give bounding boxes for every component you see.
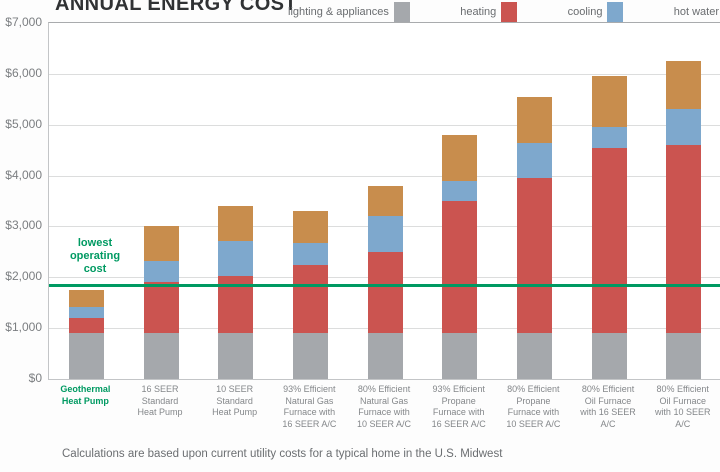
- bar-segment-hot-water: [516, 96, 552, 143]
- bar-column: [348, 23, 423, 379]
- lowest-cost-line: [49, 283, 720, 287]
- legend-item-hot-water: hot water: [674, 2, 720, 22]
- stacked-bar: [591, 76, 627, 379]
- bar-segment-lighting-appliances: [218, 333, 254, 379]
- caption: Calculations are based upon current util…: [62, 448, 503, 460]
- bar-column: [572, 23, 647, 379]
- x-category-label: 80% Efficient Oil Furnace with 10 SEER A…: [654, 384, 711, 429]
- bar-segment-cooling: [68, 306, 104, 318]
- bar-column: [646, 23, 720, 379]
- stacked-bar: [367, 185, 403, 379]
- x-category-label: 93% Efficient Propane Furnace with 16 SE…: [431, 384, 486, 429]
- gridline: [49, 73, 720, 75]
- x-category-label: Geothermal Heat Pump: [60, 384, 111, 406]
- gridline: [49, 124, 720, 126]
- bar-segment-hot-water: [68, 289, 104, 307]
- bar-column: [49, 23, 124, 379]
- bar-column: [422, 23, 497, 379]
- x-category-label: 10 SEER Standard Heat Pump: [212, 384, 258, 417]
- y-tick-label: $6,000: [5, 65, 42, 80]
- legend-swatch: [393, 2, 410, 22]
- legend-item-cooling: cooling: [568, 2, 624, 22]
- y-tick-label: $1,000: [5, 320, 42, 335]
- legend-swatch: [607, 2, 624, 22]
- x-category-label: 16 SEER Standard Heat Pump: [137, 384, 183, 417]
- bar-segment-hot-water: [442, 134, 478, 181]
- bar-segment-hot-water: [143, 226, 179, 261]
- bar-segment-cooling: [666, 109, 702, 146]
- x-axis-labels: Geothermal Heat Pump 16 SEER Standard Hea…: [48, 384, 720, 430]
- bar-segment-cooling: [591, 127, 627, 148]
- bar-segment-lighting-appliances: [367, 333, 403, 379]
- x-category-label: 80% Efficient Propane Furnace with 10 SE…: [506, 384, 561, 429]
- bar-segment-heating: [666, 145, 702, 334]
- bar-segment-hot-water: [292, 211, 328, 244]
- lowest-cost-annotation: lowest operating cost: [69, 237, 121, 276]
- bar-segment-heating: [591, 147, 627, 334]
- bar-column: [198, 23, 273, 379]
- legend-label: heating: [460, 6, 497, 18]
- bar-segment-lighting-appliances: [143, 333, 179, 379]
- bar-column: [497, 23, 572, 379]
- legend-label: cooling: [567, 6, 603, 18]
- bar-segment-cooling: [143, 260, 179, 283]
- x-category-label: 80% Efficient Natural Gas Furnace with 1…: [357, 384, 412, 429]
- stacked-bar: [442, 134, 478, 379]
- stacked-bar: [516, 96, 552, 379]
- bar-segment-cooling: [292, 243, 328, 265]
- bar-segment-heating: [367, 251, 403, 334]
- bar-segment-heating: [292, 264, 328, 334]
- chart-title: ANNUAL ENERGY COST: [55, 0, 298, 15]
- legend-item-lighting-appliances: lighting & appliances: [288, 2, 410, 22]
- plot-area: [48, 22, 720, 380]
- bar-segment-cooling: [442, 180, 478, 202]
- bar-segment-lighting-appliances: [68, 333, 104, 379]
- bar-segment-hot-water: [367, 185, 403, 217]
- bar-column: [124, 23, 199, 379]
- stacked-bar: [666, 61, 702, 379]
- legend-item-heating: heating: [460, 2, 518, 22]
- legend-label: hot water: [673, 6, 719, 18]
- x-category-label: 93% Efficient Natural Gas Furnace with 1…: [282, 384, 337, 429]
- y-tick-label: $0: [28, 371, 42, 385]
- bar-segment-lighting-appliances: [666, 333, 702, 379]
- y-tick-label: $7,000: [5, 15, 42, 29]
- bar-segment-heating: [143, 282, 179, 334]
- bar-segment-hot-water: [218, 206, 254, 242]
- bars: [49, 23, 720, 379]
- y-tick-label: $4,000: [5, 167, 42, 182]
- bar-segment-lighting-appliances: [442, 333, 478, 379]
- x-category-label: 80% Efficient Oil Furnace with 16 SEER A…: [580, 384, 636, 429]
- bar-segment-heating: [516, 178, 552, 334]
- bar-segment-heating: [68, 317, 104, 334]
- y-tick-label: $5,000: [5, 116, 42, 131]
- bar-segment-lighting-appliances: [292, 333, 328, 379]
- bar-segment-hot-water: [591, 76, 627, 128]
- bar-segment-lighting-appliances: [591, 333, 627, 379]
- legend: lighting & appliances heating cooling hot w…: [288, 2, 720, 22]
- legend-label: lighting & appliances: [288, 6, 389, 18]
- stacked-bar: [218, 206, 254, 379]
- stacked-bar: [292, 211, 328, 379]
- gridline: [49, 175, 720, 177]
- bar-segment-cooling: [516, 142, 552, 179]
- stacked-bar: [143, 226, 179, 379]
- stacked-bar: [68, 289, 104, 379]
- y-tick-label: $3,000: [5, 218, 42, 233]
- y-axis: $0 $1,000 $2,000 $3,000 $4,000 $5,000 $6,000 $7…: [0, 15, 44, 385]
- bar-segment-cooling: [218, 241, 254, 277]
- bar-segment-cooling: [367, 216, 403, 252]
- bar-segment-heating: [442, 201, 478, 334]
- bar-segment-hot-water: [666, 61, 702, 110]
- legend-swatch: [501, 2, 518, 22]
- y-tick-label: $2,000: [5, 269, 42, 284]
- bar-segment-lighting-appliances: [516, 333, 552, 379]
- bar-column: [273, 23, 348, 379]
